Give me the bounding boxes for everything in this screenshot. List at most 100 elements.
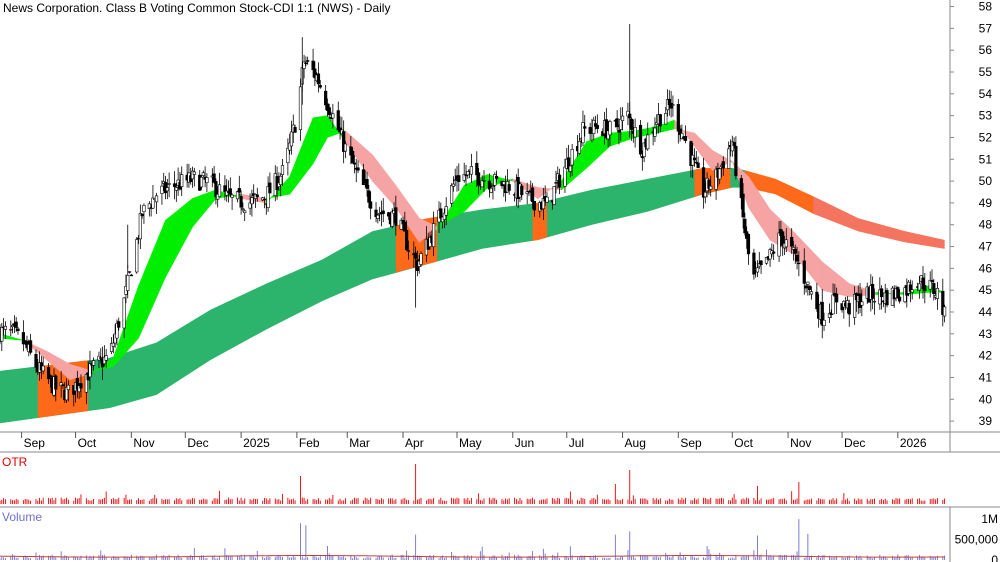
candle-body (367, 190, 371, 203)
price-tick-label: 39 (979, 414, 993, 428)
candle-body (239, 196, 243, 208)
long-term-band-0 (0, 168, 745, 424)
candle-body (626, 110, 630, 117)
time-tick-label: Oct (734, 436, 753, 450)
candle-body (172, 183, 177, 187)
candle-body (316, 73, 321, 85)
price-tick-label: 40 (979, 392, 993, 406)
candle-body (280, 165, 285, 175)
candle-body (608, 121, 612, 136)
candle-body (502, 181, 506, 185)
price-tick-label: 55 (979, 65, 993, 79)
candle-body (896, 287, 900, 298)
candle-body (520, 185, 524, 196)
candle-body (541, 198, 545, 210)
price-tick-label: 49 (979, 196, 993, 210)
candle-body (923, 285, 927, 292)
candle-body (617, 130, 621, 133)
candle-body (494, 175, 499, 179)
candle-body (406, 250, 411, 252)
candle-body (653, 127, 657, 137)
candle-body (352, 162, 357, 165)
candle-body (21, 332, 25, 345)
candle-body (248, 202, 252, 209)
candle-body (399, 219, 403, 230)
candle-body (476, 172, 481, 186)
candle-body (304, 62, 308, 64)
candle-body (115, 323, 119, 339)
candle-body (289, 131, 294, 147)
candle-body (228, 188, 232, 195)
candle-body (795, 255, 799, 262)
price-tick-label: 53 (979, 109, 993, 123)
candle-body (676, 104, 680, 132)
candle-body (640, 156, 644, 159)
candle-body (444, 206, 448, 216)
candle-body (721, 161, 725, 169)
candle-body (793, 248, 797, 254)
candle-body (554, 182, 558, 184)
candle-body (493, 174, 497, 186)
candle-body (489, 187, 493, 193)
price-tick-label: 45 (979, 283, 993, 297)
candle-body (527, 191, 531, 193)
candle-body (91, 360, 96, 366)
candle-body (54, 375, 58, 390)
candle-body (180, 174, 184, 187)
candle-body (84, 374, 88, 393)
time-tick-label: Dec (844, 436, 865, 450)
candle-body (545, 196, 549, 203)
candle-body (28, 340, 33, 353)
candle-body (199, 177, 204, 188)
candle-body (318, 85, 322, 88)
candle-body (764, 257, 769, 264)
short-term-ribbon-segment (794, 232, 823, 292)
candle-body (921, 277, 925, 290)
candle-body (138, 213, 142, 240)
candle-body (466, 171, 470, 176)
short-term-ribbon-segment (0, 333, 24, 341)
candle-body (797, 262, 801, 265)
candle-body (872, 300, 877, 303)
candle-body (671, 104, 675, 106)
candle-body (61, 384, 65, 387)
candle-body (361, 169, 366, 185)
candle-body (365, 179, 369, 189)
candle-body (48, 375, 52, 377)
volume-tick-label: 1M (981, 512, 998, 526)
candle-body (3, 325, 7, 330)
candle-body (88, 363, 92, 378)
candle-body (930, 280, 934, 282)
candle-body (692, 157, 697, 161)
short-term-ribbon-segment (165, 197, 193, 278)
candle-body (127, 271, 132, 273)
candle-body (0, 327, 4, 342)
candle-body (325, 103, 330, 111)
candle-body (802, 260, 806, 284)
candle-body (311, 60, 315, 71)
candle-body (356, 167, 360, 171)
candle-body (678, 128, 682, 135)
candle-body (808, 285, 812, 291)
price-tick-label: 57 (979, 21, 993, 35)
candle-body (694, 161, 698, 164)
candle-body (604, 119, 608, 139)
candle-body (689, 141, 693, 166)
candle-body (932, 283, 936, 294)
candle-body (680, 133, 684, 139)
volume-label: Volume (2, 510, 42, 524)
candle-body (235, 191, 240, 200)
candle-body (343, 143, 348, 152)
price-tick-label: 48 (979, 218, 993, 232)
candle-body (405, 229, 409, 251)
candle-body (451, 183, 456, 187)
candle-body (117, 321, 121, 328)
candle-body (746, 234, 751, 255)
candle-body (349, 146, 353, 156)
candle-body (703, 191, 707, 198)
price-tick-label: 43 (979, 327, 993, 341)
candle-body (64, 387, 69, 401)
candle-body (633, 126, 637, 138)
time-tick-label: Sep (24, 436, 46, 450)
candle-body (255, 194, 259, 198)
